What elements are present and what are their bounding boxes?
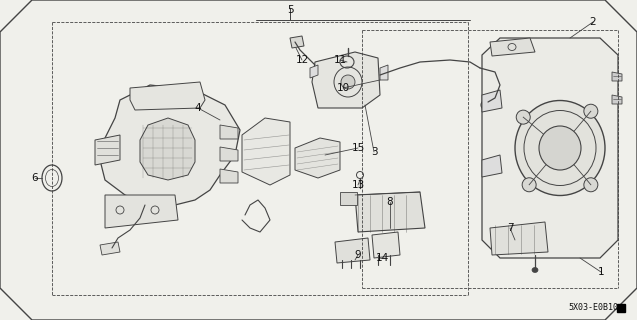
Text: 6: 6 [32, 173, 38, 183]
Polygon shape [335, 238, 370, 263]
Polygon shape [612, 95, 622, 104]
Ellipse shape [515, 100, 605, 196]
Polygon shape [490, 38, 535, 56]
Polygon shape [130, 82, 205, 110]
Polygon shape [482, 155, 502, 177]
Text: 14: 14 [375, 253, 389, 263]
Text: 3: 3 [371, 147, 377, 157]
Text: 4: 4 [195, 103, 201, 113]
Polygon shape [100, 242, 120, 255]
Ellipse shape [539, 126, 581, 170]
Polygon shape [490, 222, 548, 255]
Polygon shape [295, 138, 340, 178]
Text: 10: 10 [336, 83, 350, 93]
Ellipse shape [584, 104, 598, 118]
Text: 8: 8 [387, 197, 393, 207]
Polygon shape [242, 118, 290, 185]
Polygon shape [372, 232, 400, 258]
Polygon shape [612, 72, 622, 81]
Ellipse shape [341, 75, 355, 89]
Text: 12: 12 [296, 55, 308, 65]
Bar [617, 304, 625, 312]
Polygon shape [220, 147, 238, 161]
Text: 2: 2 [590, 17, 596, 27]
Polygon shape [355, 192, 425, 232]
Text: 7: 7 [506, 223, 513, 233]
Polygon shape [340, 192, 357, 205]
Polygon shape [100, 85, 240, 205]
Text: 5: 5 [287, 5, 293, 15]
Polygon shape [482, 90, 502, 112]
Text: 1: 1 [598, 267, 605, 277]
Polygon shape [290, 36, 304, 48]
Text: 15: 15 [352, 143, 364, 153]
Polygon shape [220, 169, 238, 183]
Polygon shape [105, 195, 178, 228]
Polygon shape [380, 65, 388, 80]
Text: 11: 11 [333, 55, 347, 65]
Ellipse shape [516, 110, 530, 124]
Polygon shape [312, 52, 380, 108]
Polygon shape [482, 38, 618, 258]
Text: 13: 13 [352, 180, 364, 190]
Ellipse shape [532, 268, 538, 273]
Ellipse shape [522, 178, 536, 192]
Text: 5X03-E0B10: 5X03-E0B10 [568, 303, 618, 313]
Polygon shape [220, 125, 238, 139]
Ellipse shape [584, 178, 598, 192]
Polygon shape [95, 135, 120, 165]
Polygon shape [140, 118, 195, 180]
Polygon shape [310, 65, 318, 78]
Text: 9: 9 [355, 250, 361, 260]
